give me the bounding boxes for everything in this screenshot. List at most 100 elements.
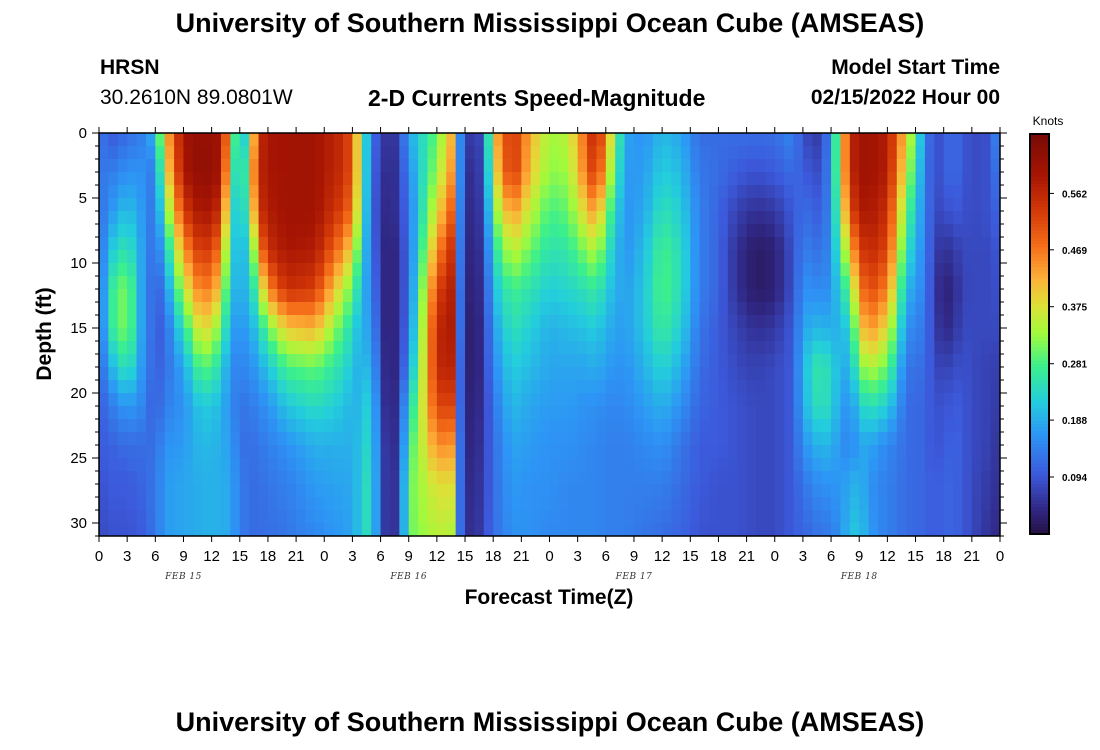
heatmap-cell (727, 432, 738, 446)
heatmap-cell (408, 289, 419, 303)
heatmap-cell (615, 328, 626, 342)
heatmap-cell (821, 471, 832, 485)
heatmap-cell (174, 354, 185, 368)
heatmap-cell (164, 406, 175, 420)
heatmap-cell (558, 185, 569, 199)
heatmap-cell (127, 198, 138, 212)
date-label: FEB 18 (840, 572, 878, 582)
heatmap-cell (746, 484, 757, 498)
heatmap-cell (380, 419, 391, 433)
heatmap-cell (511, 471, 522, 485)
heatmap-cell (746, 302, 757, 316)
heatmap-cell (286, 250, 297, 264)
heatmap-cell (953, 432, 964, 446)
heatmap-cell (746, 211, 757, 225)
heatmap-cell (718, 172, 729, 186)
heatmap-cell (699, 198, 710, 212)
heatmap-cell (389, 224, 400, 238)
heatmap-cell (221, 458, 231, 472)
heatmap-cell (305, 159, 316, 173)
heatmap-cell (389, 211, 400, 225)
heatmap-cell (352, 328, 363, 342)
heatmap-cell (877, 393, 888, 407)
heatmap-cell (821, 380, 832, 394)
heatmap-cell (296, 276, 307, 290)
heatmap-cell (399, 224, 410, 238)
colorbar-segment (1030, 140, 1049, 145)
heatmap-cell (314, 367, 325, 381)
heatmap-cell (877, 263, 888, 277)
heatmap-cell (436, 497, 447, 511)
heatmap-cell (324, 211, 335, 225)
heatmap-cell (352, 432, 363, 446)
heatmap-cell (577, 328, 588, 342)
colorbar-segment (1030, 257, 1049, 262)
heatmap-cell (587, 250, 598, 264)
heatmap-cell (202, 393, 213, 407)
heatmap-cell (671, 419, 682, 433)
heatmap-cell (671, 146, 682, 160)
heatmap-cell (709, 276, 720, 290)
heatmap-cell (446, 146, 457, 160)
heatmap-cell (802, 237, 813, 251)
heatmap-cell (418, 315, 429, 329)
station-name: HRSN (100, 56, 160, 79)
heatmap-cell (389, 432, 400, 446)
heatmap-cell (765, 393, 776, 407)
heatmap-cell (812, 172, 823, 186)
heatmap-cell (249, 354, 260, 368)
heatmap-cell (643, 510, 654, 524)
heatmap-cell (230, 250, 241, 264)
heatmap-cell (99, 237, 109, 251)
heatmap-cell (399, 432, 410, 446)
heatmap-cell (596, 224, 607, 238)
heatmap-cell (981, 133, 992, 147)
heatmap-cell (493, 146, 504, 160)
heatmap-cell (286, 510, 297, 524)
heatmap-cell (145, 523, 156, 536)
heatmap-cell (371, 276, 382, 290)
heatmap-cell (361, 458, 372, 472)
heatmap-cell (568, 328, 579, 342)
heatmap-cell (802, 445, 813, 459)
heatmap-cell (277, 185, 288, 199)
heatmap-cell (108, 393, 119, 407)
heatmap-cell (211, 354, 222, 368)
heatmap-cell (774, 159, 785, 173)
heatmap-cell (127, 211, 138, 225)
heatmap-cell (605, 354, 616, 368)
heatmap-cell (296, 198, 307, 212)
heatmap-cell (371, 159, 382, 173)
heatmap-cell (915, 406, 926, 420)
heatmap-cell (305, 302, 316, 316)
heatmap-cell (906, 224, 917, 238)
heatmap-cell (352, 224, 363, 238)
heatmap-cell (727, 146, 738, 160)
heatmap-cell (662, 224, 673, 238)
heatmap-cell (361, 276, 372, 290)
heatmap-cell (558, 393, 569, 407)
heatmap-cell (343, 237, 354, 251)
heatmap-cell (192, 224, 203, 238)
heatmap-cell (577, 289, 588, 303)
heatmap-cell (371, 432, 382, 446)
heatmap-cell (530, 276, 541, 290)
heatmap-cell (643, 289, 654, 303)
heatmap-cell (831, 510, 842, 524)
heatmap-cell (371, 302, 382, 316)
heatmap-cell (643, 432, 654, 446)
heatmap-cell (596, 276, 607, 290)
x-tick-label: 6 (602, 548, 610, 565)
heatmap-cell (821, 497, 832, 511)
heatmap-cell (765, 159, 776, 173)
heatmap-cell (737, 315, 748, 329)
colorbar-segment (1030, 410, 1049, 415)
heatmap-cell (99, 289, 109, 303)
heatmap-cell (127, 146, 138, 160)
heatmap-cell (746, 406, 757, 420)
heatmap-cell (812, 367, 823, 381)
heatmap-cell (211, 393, 222, 407)
heatmap-cell (577, 497, 588, 511)
heatmap-cell (380, 237, 391, 251)
heatmap-cell (436, 224, 447, 238)
